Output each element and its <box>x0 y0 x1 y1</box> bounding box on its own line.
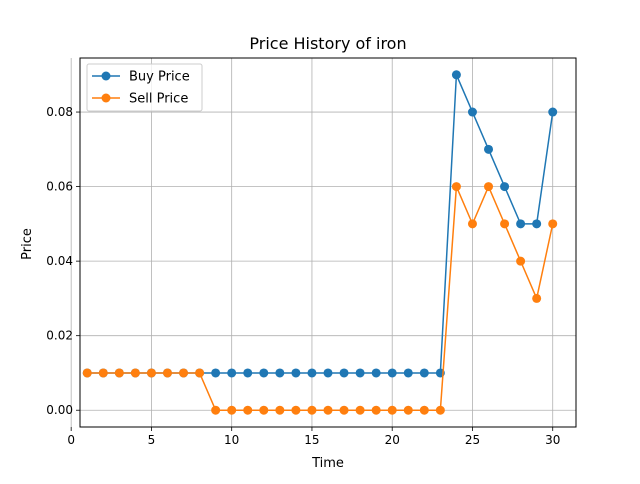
buy-price-point <box>403 368 413 378</box>
sell-price-point <box>243 405 253 415</box>
buy-price-point <box>451 70 461 80</box>
sell-price-point <box>195 368 205 378</box>
sell-price-point <box>114 368 124 378</box>
sell-price-point <box>98 368 108 378</box>
sell-price-point <box>146 368 156 378</box>
buy-price-point <box>532 219 542 229</box>
y-tick-label: 0.00 <box>46 403 73 417</box>
sell-price-point <box>548 219 558 229</box>
buy-price-point <box>387 368 397 378</box>
buy-price-point <box>516 219 526 229</box>
sell-price-point <box>500 219 510 229</box>
sell-price-point <box>162 368 172 378</box>
y-axis-label: Price <box>20 228 35 260</box>
buy-price-point <box>419 368 429 378</box>
axes-frame <box>79 57 577 428</box>
sell-price-point <box>211 405 221 415</box>
x-tick-label: 15 <box>304 433 319 447</box>
buy-price-point <box>467 107 477 117</box>
buy-price-point <box>227 368 237 378</box>
sell-price-point <box>227 405 237 415</box>
buy-price-legend-label: Buy Price <box>129 70 190 85</box>
sell-price-point <box>435 405 445 415</box>
x-axis-label: Time <box>311 456 344 471</box>
tick-layer: 0 5 10 15 20 25 30 0.00 0.02 0.04 0.06 0.08 <box>46 105 560 447</box>
x-tick-label: 20 <box>385 433 400 447</box>
sell-price-point <box>323 405 333 415</box>
sell-price-point <box>259 405 269 415</box>
x-tick-label: 10 <box>224 433 239 447</box>
y-tick-label: 0.02 <box>46 329 73 343</box>
sell-price-series <box>82 182 558 415</box>
sell-price-point <box>387 405 397 415</box>
buy-price-point <box>211 368 221 378</box>
x-tick-label: 5 <box>148 433 156 447</box>
sell-price-point <box>516 256 526 266</box>
sell-price-point <box>291 405 301 415</box>
sell-price-point <box>339 405 349 415</box>
buy-price-point <box>275 368 285 378</box>
sell-price-point <box>307 405 317 415</box>
buy-price-point <box>243 368 253 378</box>
buy-price-point <box>484 144 494 154</box>
buy-price-point <box>500 182 510 192</box>
x-tick-label: 30 <box>545 433 560 447</box>
chart-title: Price History of iron <box>249 34 406 53</box>
buy-price-point <box>355 368 365 378</box>
sell-price-point <box>484 182 494 192</box>
sell-price-point <box>403 405 413 415</box>
buy-price-point <box>548 107 558 117</box>
sell-price-point <box>451 182 461 192</box>
buy-price-point <box>371 368 381 378</box>
buy-price-legend-marker <box>101 71 111 81</box>
sell-price-point <box>130 368 140 378</box>
buy-price-point <box>291 368 301 378</box>
sell-price-point <box>419 405 429 415</box>
y-tick-label: 0.08 <box>46 105 73 119</box>
x-tick-label: 0 <box>67 433 75 447</box>
series-layer <box>82 70 558 415</box>
sell-price-legend-marker <box>101 93 111 103</box>
buy-price-point <box>339 368 349 378</box>
sell-price-point <box>275 405 285 415</box>
buy-price-point <box>323 368 333 378</box>
sell-price-point <box>532 293 542 303</box>
sell-price-legend-label: Sell Price <box>129 92 188 107</box>
sell-price-point <box>467 219 477 229</box>
sell-price-point <box>355 405 365 415</box>
grid-lines <box>70 58 576 427</box>
sell-price-point <box>82 368 92 378</box>
buy-price-point <box>307 368 317 378</box>
legend: Buy Price Sell Price <box>86 63 203 112</box>
buy-price-point <box>259 368 269 378</box>
sell-price-point <box>371 405 381 415</box>
y-tick-label: 0.04 <box>46 254 73 268</box>
y-tick-label: 0.06 <box>46 180 73 194</box>
x-tick-label: 25 <box>465 433 480 447</box>
sell-price-point <box>179 368 189 378</box>
